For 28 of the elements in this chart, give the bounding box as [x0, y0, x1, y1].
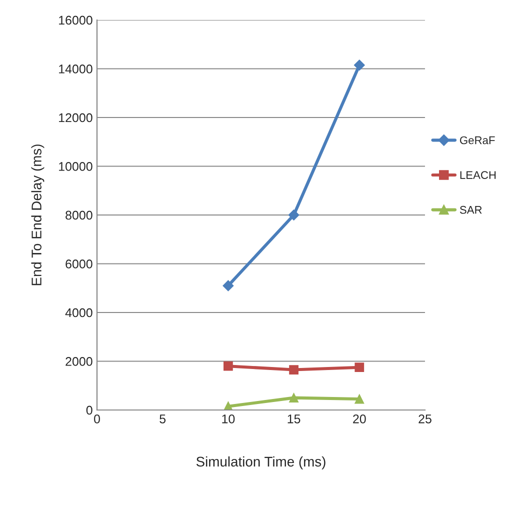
y-tick-label: 6000 — [66, 260, 92, 268]
x-tick-label: 25 — [418, 414, 432, 424]
x-tick-label: 15 — [288, 414, 300, 424]
point — [224, 361, 233, 371]
y-tick-label: 0 — [86, 406, 92, 415]
x-tick-label: 5 — [160, 414, 166, 424]
y-tick-label: 8000 — [66, 210, 92, 220]
point — [222, 280, 234, 292]
point — [288, 210, 300, 220]
x-tick-label: 0 — [94, 414, 100, 424]
point — [354, 362, 364, 372]
y-tick-label: 16000 — [59, 16, 92, 25]
y-tick-label: 14000 — [59, 64, 92, 74]
legend-label: SAR — [460, 206, 482, 214]
y-axis-title: End To End Delay (ms) — [31, 144, 44, 286]
legend-label: GeRaF — [460, 136, 495, 144]
y-tick-label: 4000 — [65, 308, 92, 318]
legend-label: LEACH — [460, 171, 496, 179]
y-tick-label: 2000 — [66, 357, 92, 366]
point — [289, 365, 298, 374]
point — [354, 60, 365, 71]
x-axis-title: Simulation Time (ms) — [196, 456, 326, 470]
x-tick-label: 20 — [353, 414, 366, 424]
point — [354, 394, 364, 404]
y-tick-label: 10000 — [59, 162, 92, 171]
y-tick-label: 12000 — [59, 113, 92, 122]
point — [289, 393, 298, 402]
x-tick-label: 10 — [222, 414, 235, 424]
